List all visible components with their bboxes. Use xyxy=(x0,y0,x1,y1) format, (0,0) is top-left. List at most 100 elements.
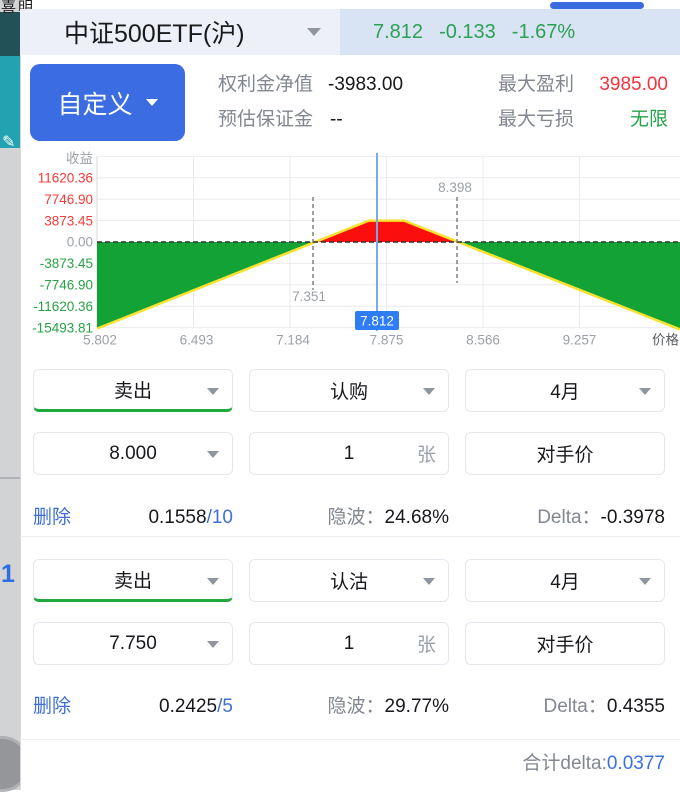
instrument-selector[interactable]: 中证500ETF(沪) xyxy=(20,9,340,55)
premium-label: 权利金净值 xyxy=(218,72,313,98)
background-edit-tile: ✎ xyxy=(0,56,20,148)
chevron-down-icon xyxy=(207,388,219,395)
active-tab-indicator xyxy=(550,2,644,9)
leg1-iv: 隐波：24.68% xyxy=(249,505,449,531)
leg1-delta-value: -0.3978 xyxy=(601,507,665,528)
y-tick: -3873.45 xyxy=(40,256,93,271)
price-change-percent: -1.67% xyxy=(512,21,575,44)
leg1-iv-label: 隐波： xyxy=(328,507,385,528)
leg1-strike-value: 8.000 xyxy=(109,443,157,465)
strategy-dropdown-button[interactable]: 自定义 xyxy=(30,64,185,141)
leg2-delta-value: 0.4355 xyxy=(607,696,665,717)
leg2-premium-value: 0.2425 xyxy=(159,696,217,717)
divider xyxy=(20,739,680,740)
leg2-type-label: 认沽 xyxy=(330,567,368,594)
leg1-premium: 0.1558/10 xyxy=(33,505,233,531)
y-tick: -7746.90 xyxy=(40,278,93,293)
max-loss-value: 无限 xyxy=(630,107,668,133)
leg2-month-select[interactable]: 4月 xyxy=(465,559,665,602)
leg1-open-interest: /10 xyxy=(207,507,233,528)
leg1-month-select[interactable]: 4月 xyxy=(465,369,665,412)
leg1-strike-select[interactable]: 8.000 xyxy=(33,432,233,475)
leg1-iv-value: 24.68% xyxy=(385,507,449,528)
leg2-price-mode-label: 对手价 xyxy=(536,630,593,657)
max-profit-value: 3985.00 xyxy=(599,72,668,98)
total-delta: 合计delta:0.0377 xyxy=(522,751,665,777)
chevron-down-icon xyxy=(423,578,435,585)
chevron-down-icon xyxy=(207,641,219,648)
y-tick: 0.00 xyxy=(67,235,93,250)
price-change: -0.133 xyxy=(439,21,496,44)
quote-bar: 7.812 -0.133 -1.67% xyxy=(340,9,680,55)
y-axis-labels: 收益 11620.36 7746.90 3873.45 0.00 -3873.4… xyxy=(32,151,93,335)
last-price: 7.812 xyxy=(373,21,423,44)
leg2-iv-label: 隐波： xyxy=(328,696,385,717)
chevron-down-icon xyxy=(423,388,435,395)
margin-value: -- xyxy=(330,107,343,133)
payoff-chart[interactable]: 7.351 8.398 7.812 收益 11620.36 7746.90 38… xyxy=(0,148,680,350)
leg2-quantity-unit: 张 xyxy=(417,630,436,657)
total-delta-label: 合计delta: xyxy=(522,753,606,774)
leg2-month-label: 4月 xyxy=(550,567,580,594)
leg1-premium-value: 0.1558 xyxy=(148,507,206,528)
x-tick: 8.566 xyxy=(466,333,500,348)
leg2-quantity-value: 1 xyxy=(344,633,355,655)
chevron-down-icon xyxy=(639,388,651,395)
leg2-strike-select[interactable]: 7.750 xyxy=(33,622,233,665)
leg1-price-mode-button[interactable]: 对手价 xyxy=(465,432,665,475)
breakeven-left-label: 7.351 xyxy=(292,289,326,304)
leg2-iv: 隐波：29.77% xyxy=(249,694,449,720)
total-delta-value: 0.0377 xyxy=(607,753,665,774)
leg1-quantity-input[interactable]: 1 张 xyxy=(249,432,449,475)
breakeven-right-label: 8.398 xyxy=(438,180,472,195)
max-profit-label: 最大盈利 xyxy=(498,72,574,98)
leg2-quantity-input[interactable]: 1 张 xyxy=(249,622,449,665)
background-teal-block xyxy=(0,12,20,56)
leg2-side-label: 卖出 xyxy=(114,566,152,593)
leg1-side-select[interactable]: 卖出 xyxy=(33,369,233,412)
strategy-button-label: 自定义 xyxy=(57,85,132,121)
chevron-down-icon xyxy=(207,578,219,585)
leg1-type-select[interactable]: 认购 xyxy=(249,369,449,412)
leg2-delta: Delta：0.4355 xyxy=(465,694,665,720)
max-loss-label: 最大亏损 xyxy=(498,107,574,133)
leg2-price-mode-button[interactable]: 对手价 xyxy=(465,622,665,665)
x-tick: 5.802 xyxy=(83,333,117,348)
y-tick: 3873.45 xyxy=(44,213,93,228)
chevron-down-icon xyxy=(639,578,651,585)
background-divider xyxy=(0,477,20,479)
y-tick: -11620.36 xyxy=(33,299,93,314)
current-price-tag-label: 7.812 xyxy=(360,314,394,329)
x-axis-title: 价格 xyxy=(652,333,680,348)
instrument-name: 中证500ETF(沪) xyxy=(64,14,245,50)
leg2-iv-value: 29.77% xyxy=(385,696,449,717)
y-tick: 11620.36 xyxy=(38,171,93,186)
leg2-side-select[interactable]: 卖出 xyxy=(33,559,233,602)
leg1-delta-label: Delta： xyxy=(537,507,600,528)
divider xyxy=(20,536,680,537)
leg2-strike-value: 7.750 xyxy=(109,633,157,655)
leg2-premium: 0.2425/5 xyxy=(33,694,233,720)
y-tick: 7746.90 xyxy=(44,192,93,207)
chevron-down-icon xyxy=(307,28,321,36)
leg1-month-label: 4月 xyxy=(550,377,580,404)
x-tick: 7.184 xyxy=(276,333,310,348)
x-tick: 9.257 xyxy=(563,333,597,348)
leg2-type-select[interactable]: 认沽 xyxy=(249,559,449,602)
leg1-price-mode-label: 对手价 xyxy=(536,440,593,467)
x-axis-labels: 5.802 6.493 7.184 7.875 8.566 9.257 价格 xyxy=(83,333,679,348)
x-tick: 7.875 xyxy=(370,333,404,348)
premium-value: -3983.00 xyxy=(328,72,403,98)
leg2-delta-label: Delta： xyxy=(544,696,607,717)
leg1-quantity-unit: 张 xyxy=(417,440,436,467)
leg2-open-interest: /5 xyxy=(217,696,233,717)
leg1-type-label: 认购 xyxy=(330,377,368,404)
background-number-fragment: 1 xyxy=(1,560,20,589)
chevron-down-icon xyxy=(207,451,219,458)
leg1-quantity-value: 1 xyxy=(344,443,355,465)
x-tick: 6.493 xyxy=(180,333,214,348)
leg1-delta: Delta：-0.3978 xyxy=(465,505,665,531)
profit-area xyxy=(313,221,460,242)
chevron-down-icon xyxy=(146,99,158,106)
y-axis-title: 收益 xyxy=(66,151,93,166)
